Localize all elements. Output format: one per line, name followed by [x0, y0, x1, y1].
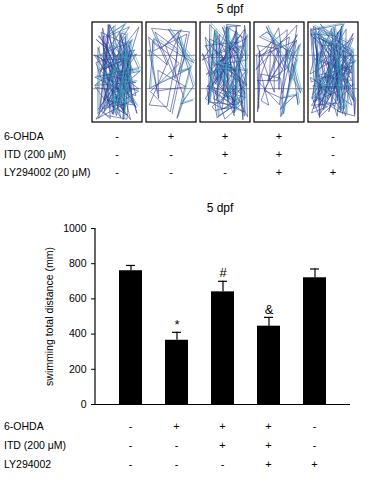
svg-text:-: - — [313, 420, 317, 432]
svg-text:5 dpf: 5 dpf — [217, 2, 244, 16]
svg-text:6-OHDA: 6-OHDA — [4, 130, 44, 142]
svg-text:+: + — [265, 420, 271, 432]
svg-text:1000: 1000 — [63, 222, 87, 234]
svg-text:+: + — [168, 130, 174, 142]
svg-text:LY294002 (20 μM): LY294002 (20 μM) — [4, 166, 90, 178]
svg-text:+: + — [222, 130, 228, 142]
svg-text:+: + — [219, 439, 225, 451]
svg-text:-: - — [115, 148, 119, 160]
svg-text:-: - — [331, 130, 335, 142]
svg-text:-: - — [331, 148, 335, 160]
svg-text:+: + — [330, 166, 336, 178]
svg-text:#: # — [219, 265, 227, 280]
svg-text:800: 800 — [69, 257, 87, 269]
svg-text:+: + — [311, 458, 317, 470]
svg-text:+: + — [276, 166, 282, 178]
svg-text:+: + — [276, 148, 282, 160]
svg-text:-: - — [129, 439, 133, 451]
svg-text:+: + — [219, 420, 225, 432]
svg-text:swimming total distance (mm): swimming total distance (mm) — [43, 247, 55, 386]
svg-text:-: - — [169, 166, 173, 178]
svg-text:-: - — [129, 458, 133, 470]
svg-text:600: 600 — [69, 292, 87, 304]
svg-text:*: * — [174, 317, 179, 332]
svg-text:-: - — [169, 148, 173, 160]
html-text:5 dpf: 5 dpf — [206, 201, 234, 215]
svg-text:ITD (200 μM): ITD (200 μM) — [4, 148, 66, 160]
svg-text:6-OHDA: 6-OHDA — [4, 420, 44, 432]
svg-text:-: - — [223, 166, 227, 178]
svg-text:-: - — [175, 458, 179, 470]
svg-text:ITD (200 μM): ITD (200 μM) — [4, 439, 66, 451]
svg-text:-: - — [175, 439, 179, 451]
svg-text:+: + — [265, 458, 271, 470]
svg-text:-: - — [313, 439, 317, 451]
svg-text:400: 400 — [69, 327, 87, 339]
svg-text:-: - — [129, 420, 133, 432]
svg-text:0: 0 — [81, 398, 87, 410]
svg-text:200: 200 — [69, 363, 87, 375]
svg-text:-: - — [221, 458, 225, 470]
svg-text:+: + — [222, 148, 228, 160]
svg-text:-: - — [115, 166, 119, 178]
svg-text:+: + — [276, 130, 282, 142]
svg-text:-: - — [115, 130, 119, 142]
svg-text:&: & — [265, 302, 274, 317]
svg-text:+: + — [173, 420, 179, 432]
svg-text:+: + — [265, 439, 271, 451]
svg-text:LY294002: LY294002 — [4, 458, 51, 470]
